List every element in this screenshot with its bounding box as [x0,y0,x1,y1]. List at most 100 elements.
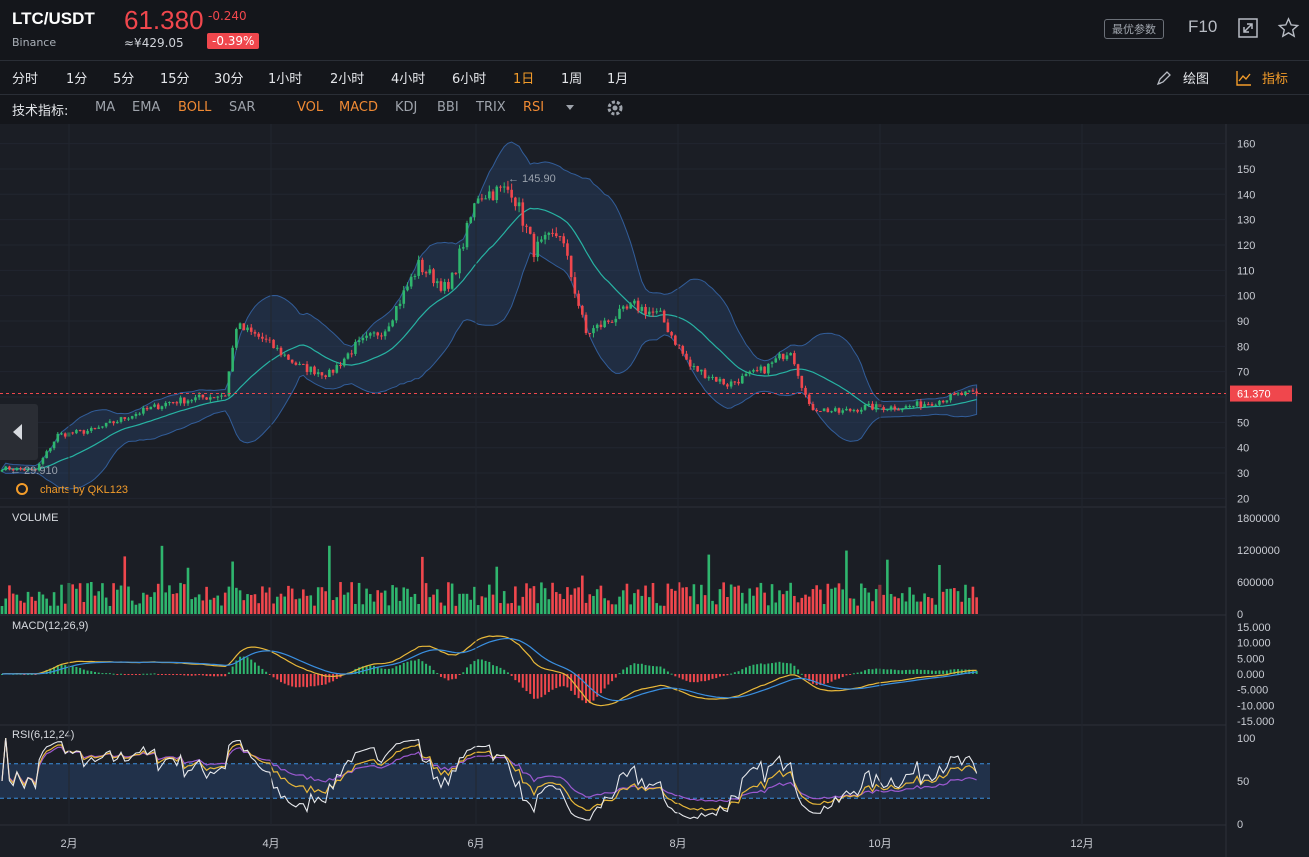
timeframe-tab[interactable]: 1周 [561,72,583,87]
timeframe-tab[interactable]: 15分 [160,72,190,87]
volume-bar [97,591,101,614]
main-indicator-toggle[interactable]: SAR [229,100,256,115]
candle [711,376,714,378]
candle [272,339,275,349]
volume-bar [960,601,964,614]
macd-bar [134,674,137,675]
rsi6-line [1,737,978,821]
expand-icon[interactable] [1237,17,1259,39]
candle [417,259,420,276]
gear-icon[interactable] [606,99,624,117]
macd-bar [525,674,528,692]
timeframe-tab[interactable]: 6小时 [452,72,487,87]
volume-bar [506,603,510,614]
sub-indicator-toggle[interactable]: BBI [437,100,459,115]
macd-bar [187,674,189,676]
macd-bar [112,673,115,675]
volume-bar [179,582,182,614]
volume-bar [729,584,733,614]
volume-bar [19,600,22,614]
candle [395,306,398,321]
volume-bar [458,593,461,614]
main-indicator-toggle[interactable]: MA [95,100,116,115]
candle [116,421,119,424]
volume-bar [711,600,714,614]
timeframe-tab[interactable]: 1日 [513,72,535,87]
macd-bar [127,674,130,675]
volume-bar [621,590,625,614]
candle [34,469,37,471]
macd-bar [492,665,495,674]
macd-bar [320,674,323,685]
candle [960,393,964,395]
main-indicator-toggle[interactable]: EMA [132,100,161,115]
candle [168,402,171,404]
candle [130,416,134,419]
volume-bar [819,589,822,614]
volume-bar [733,586,737,614]
timeframe-tab[interactable]: 30分 [214,72,244,87]
candle [688,359,692,367]
candle [655,311,659,313]
candle [826,408,830,413]
volume-bar [316,587,320,614]
macd-bar [652,666,654,674]
price-tick-label: 150 [1237,164,1255,176]
candle [852,409,856,411]
candle [242,323,246,331]
timeframe-tab[interactable]: 5分 [113,72,135,87]
star-icon[interactable] [1277,17,1300,39]
candle [149,406,153,410]
dropdown-arrow-icon[interactable] [565,104,575,112]
macd-bar [332,674,335,682]
sub-indicator-toggle[interactable]: RSI [523,100,545,115]
indicator-tool-button[interactable]: 指标 [1262,72,1289,87]
macd-bar [328,674,331,683]
symbol-name[interactable]: LTC/USDT [12,9,95,28]
macd-bar [551,674,554,690]
macd-bar [789,663,792,674]
volume-bar [867,592,871,614]
macd-bar [82,669,85,674]
candle [930,404,934,406]
macd-bar [384,668,387,674]
price-tick-label: 140 [1237,189,1255,201]
timeframe-tab[interactable]: 2小时 [330,72,365,87]
f10-button[interactable]: F10 [1188,17,1218,36]
macd-bar [678,674,681,678]
macd-bar [689,674,692,683]
macd-bar [570,674,573,691]
kline-chart[interactable]: 160150140130120110100908070605040302061.… [0,124,1309,857]
candle [112,421,115,424]
scroll-left-button[interactable] [0,404,38,460]
sub-indicator-toggle[interactable]: MACD [339,100,378,115]
volume-bar [127,586,130,614]
main-indicator-toggle[interactable]: BOLL [178,100,212,115]
candle [770,362,774,364]
macd-bar [246,657,249,674]
volume-bar [279,593,283,614]
best-params-button[interactable]: 最优参数 [1104,19,1164,39]
sub-indicator-toggle[interactable]: KDJ [395,100,418,115]
macd-bar [164,674,167,675]
macd-bar [443,674,446,679]
month-tick-label: 2月 [60,838,77,850]
macd-bar [235,660,238,674]
candle [458,248,461,274]
timeframe-tab[interactable]: 1月 [607,72,629,87]
timeframe-tab[interactable]: 1分 [66,72,88,87]
sub-indicator-toggle[interactable]: TRIX [476,100,506,115]
sub-indicator-toggle[interactable]: VOL [297,100,324,115]
timeframe-tab[interactable]: 1小时 [268,72,303,87]
volume-bar [897,598,900,614]
timeframe-tab[interactable]: 4小时 [391,72,426,87]
volume-bar [331,600,335,614]
qkl-logo-icon [16,483,28,495]
macd-bar [808,674,811,682]
macd-tick-label: 5.000 [1237,653,1265,665]
volume-bar [469,599,473,614]
timeframe-tab[interactable]: 分时 [12,72,39,87]
macd-bar [968,669,971,674]
draw-tool-button[interactable]: 绘图 [1183,72,1210,87]
candle [807,394,811,405]
